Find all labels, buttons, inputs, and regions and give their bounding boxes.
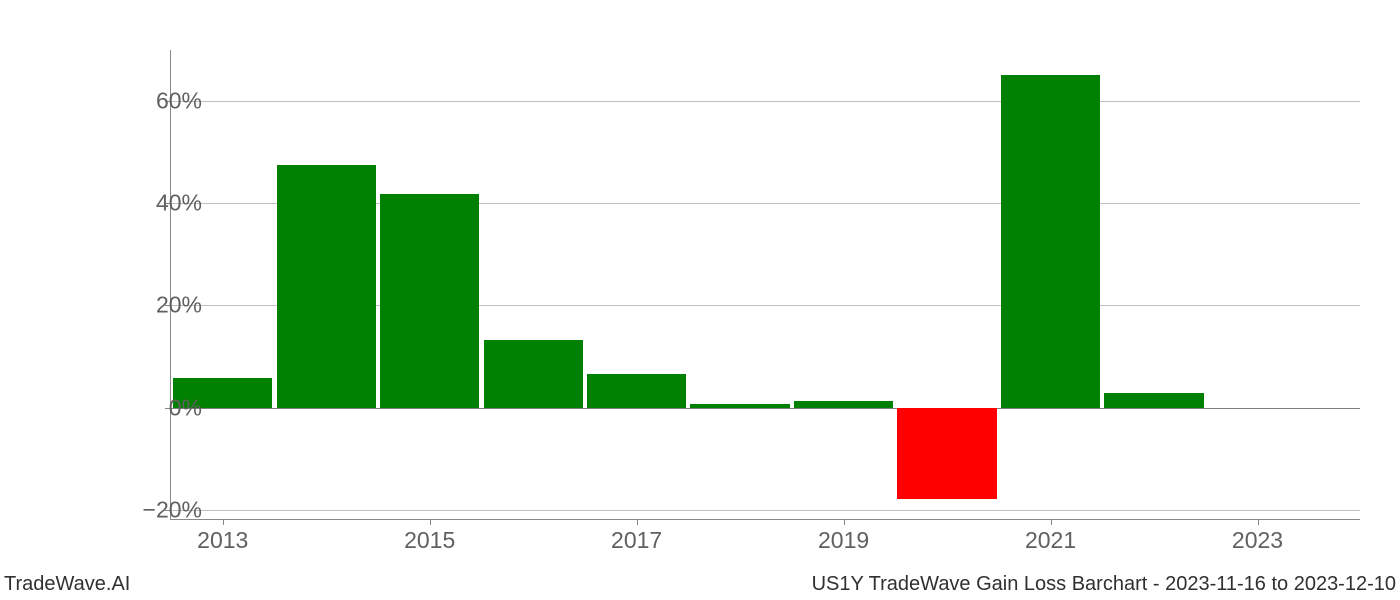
x-axis-label: 2013 xyxy=(197,527,248,554)
chart-container: 201320152017201920212023 xyxy=(170,50,1360,520)
plot-area: 201320152017201920212023 xyxy=(170,50,1360,520)
y-axis-label: 20% xyxy=(132,292,202,319)
bar-2020 xyxy=(897,408,996,499)
x-tick-mark xyxy=(223,519,224,525)
bar-2021 xyxy=(1001,75,1100,408)
grid-line xyxy=(171,101,1360,102)
footer-brand: TradeWave.AI xyxy=(4,573,130,596)
grid-line xyxy=(171,408,1360,409)
x-tick-mark xyxy=(430,519,431,525)
x-axis-label: 2021 xyxy=(1025,527,1076,554)
x-tick-mark xyxy=(1051,519,1052,525)
x-tick-mark xyxy=(1258,519,1259,525)
bar-2022 xyxy=(1104,393,1203,407)
bar-2015 xyxy=(380,194,479,408)
x-axis-label: 2015 xyxy=(404,527,455,554)
bar-2014 xyxy=(277,165,376,408)
y-axis-label: −20% xyxy=(132,496,202,523)
y-axis-label: 60% xyxy=(132,88,202,115)
bar-2018 xyxy=(690,404,789,408)
bar-2016 xyxy=(484,340,583,408)
x-axis-label: 2019 xyxy=(818,527,869,554)
bar-2017 xyxy=(587,374,686,408)
footer-title: US1Y TradeWave Gain Loss Barchart - 2023… xyxy=(812,573,1396,596)
bar-2019 xyxy=(794,401,893,407)
x-tick-mark xyxy=(844,519,845,525)
x-axis-label: 2017 xyxy=(611,527,662,554)
x-tick-mark xyxy=(637,519,638,525)
y-axis-label: 40% xyxy=(132,190,202,217)
grid-line xyxy=(171,510,1360,511)
y-axis-label: 0% xyxy=(132,394,202,421)
x-axis-label: 2023 xyxy=(1232,527,1283,554)
